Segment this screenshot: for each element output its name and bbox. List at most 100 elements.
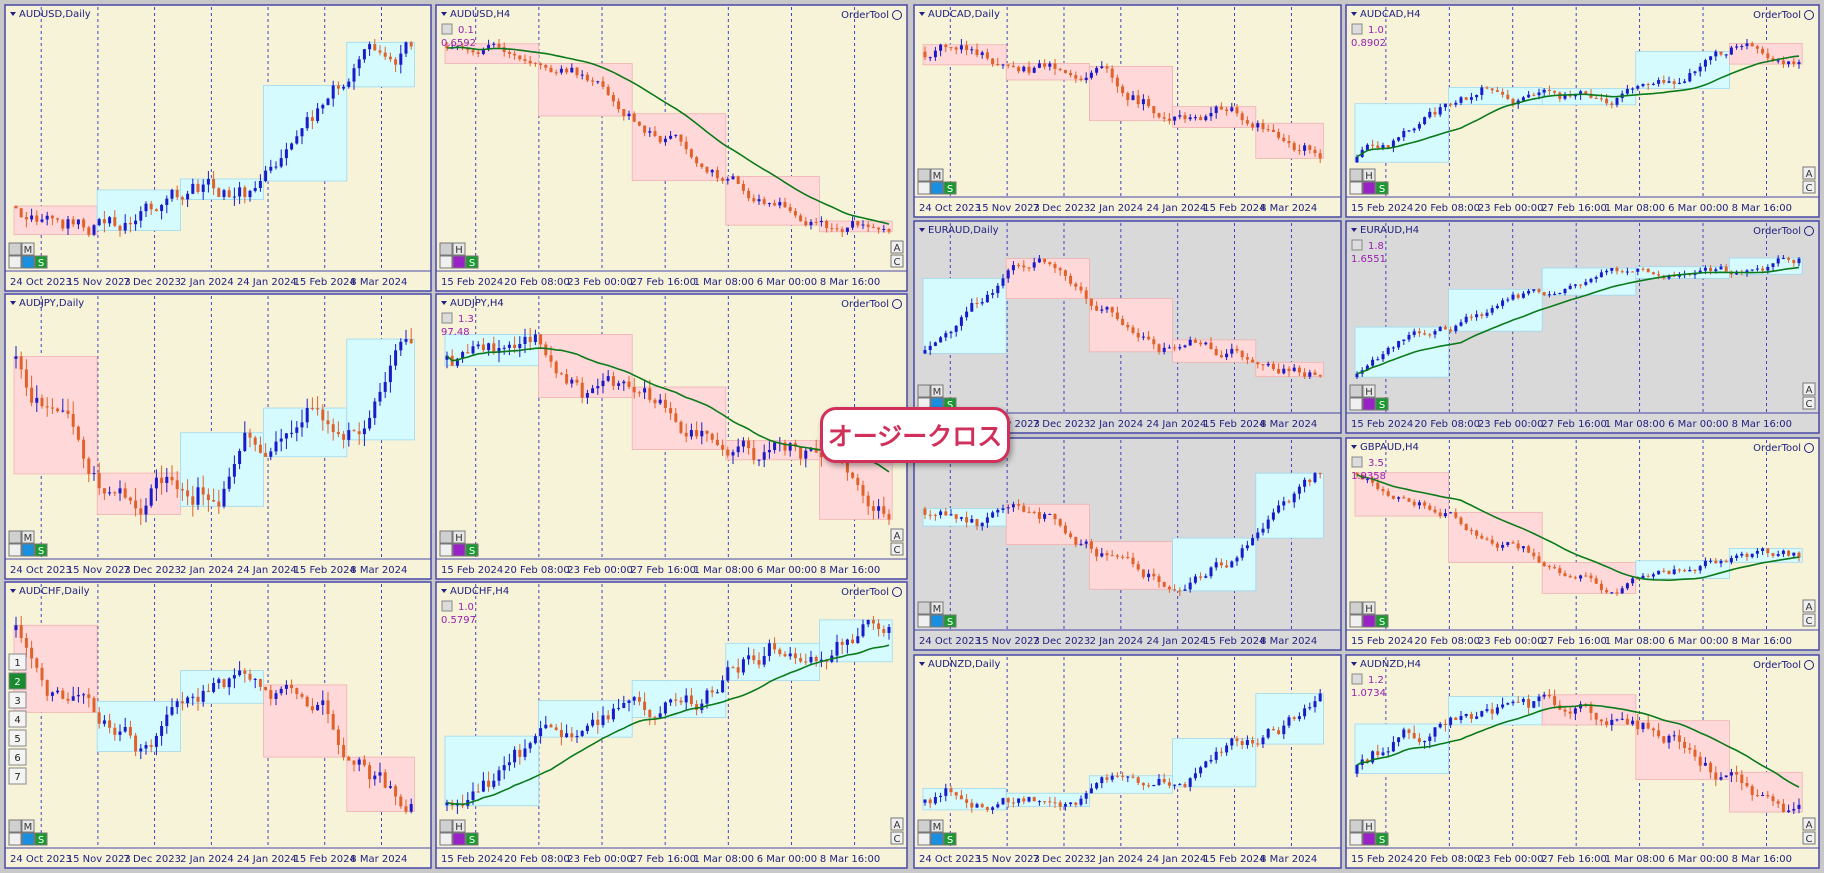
number-button[interactable] [8,710,27,728]
candle-body [1672,735,1676,737]
control-button[interactable] [452,242,466,256]
control-button[interactable] [943,832,957,846]
control-button[interactable] [1802,396,1816,410]
control-button[interactable] [917,168,931,182]
control-button[interactable] [1362,181,1376,195]
control-button[interactable] [890,831,904,845]
control-button[interactable] [1802,831,1816,845]
control-button[interactable] [930,601,944,615]
control-button[interactable] [1362,832,1376,846]
control-button[interactable] [1802,180,1816,194]
x-axis-label: 2 Jan 2024 [180,854,234,865]
control-button[interactable] [452,543,466,557]
control-button[interactable] [1375,614,1389,628]
control-button[interactable] [1349,614,1363,628]
control-button[interactable] [1349,397,1363,411]
control-button[interactable] [1362,819,1376,833]
candle-body [1261,737,1265,745]
control-button[interactable] [21,242,35,256]
control-button[interactable] [890,542,904,556]
number-button[interactable] [8,653,27,671]
candle-body [1006,798,1010,803]
number-button[interactable] [8,729,27,747]
control-button[interactable] [1362,168,1376,182]
control-button[interactable] [1362,397,1376,411]
control-button[interactable] [930,614,944,628]
control-button[interactable] [439,255,453,269]
control-button[interactable] [34,832,48,846]
control-button[interactable] [890,817,904,831]
control-button[interactable] [439,530,453,544]
control-button[interactable] [8,242,22,256]
control-button[interactable] [8,530,22,544]
control-button[interactable] [8,255,22,269]
candle-body [170,476,174,481]
control-button[interactable] [1802,613,1816,627]
control-button[interactable] [917,614,931,628]
control-button[interactable] [1802,166,1816,180]
number-button[interactable] [8,767,27,785]
control-button[interactable] [1349,168,1363,182]
control-button[interactable] [1349,181,1363,195]
control-button[interactable] [21,255,35,269]
control-button[interactable] [930,819,944,833]
control-button[interactable] [917,601,931,615]
control-button[interactable] [21,543,35,557]
control-button[interactable] [1349,832,1363,846]
number-button[interactable] [8,672,27,690]
candle-body [580,731,584,736]
control-button[interactable] [917,832,931,846]
control-button[interactable] [890,240,904,254]
control-button[interactable] [1802,382,1816,396]
candle-body [1282,501,1286,506]
control-button[interactable] [439,242,453,256]
control-button[interactable] [8,832,22,846]
control-button[interactable] [943,614,957,628]
control-button[interactable] [452,530,466,544]
candle-body [674,413,678,422]
control-button[interactable] [1375,397,1389,411]
control-button[interactable] [439,543,453,557]
control-button[interactable] [465,832,479,846]
control-button[interactable] [930,832,944,846]
control-button[interactable] [917,819,931,833]
control-button[interactable] [930,168,944,182]
control-button[interactable] [34,543,48,557]
control-button[interactable] [34,255,48,269]
control-button[interactable] [1362,384,1376,398]
control-button[interactable] [1349,384,1363,398]
candle-body [45,406,49,408]
control-button[interactable] [1375,181,1389,195]
control-button[interactable] [1362,601,1376,615]
control-button[interactable] [439,832,453,846]
control-button[interactable] [465,255,479,269]
control-button[interactable] [1349,819,1363,833]
control-button[interactable] [917,384,931,398]
order-tool-label: OrderTool [1753,226,1801,237]
control-button[interactable] [1362,614,1376,628]
control-button[interactable] [21,819,35,833]
control-button[interactable] [8,819,22,833]
control-button[interactable] [890,254,904,268]
control-button[interactable] [930,384,944,398]
control-button[interactable] [452,832,466,846]
candle-body [1506,542,1510,546]
control-button[interactable] [439,819,453,833]
control-button[interactable] [1349,601,1363,615]
control-button[interactable] [1375,832,1389,846]
control-button[interactable] [21,530,35,544]
control-button[interactable] [890,528,904,542]
number-button[interactable] [8,748,27,766]
control-button[interactable] [917,181,931,195]
control-button[interactable] [1802,599,1816,613]
control-button[interactable] [21,832,35,846]
control-button[interactable] [452,255,466,269]
control-button[interactable] [943,181,957,195]
control-button[interactable] [8,543,22,557]
candle-body [295,688,299,695]
number-button[interactable] [8,691,27,709]
control-button[interactable] [465,543,479,557]
control-button[interactable] [1802,817,1816,831]
control-button[interactable] [930,181,944,195]
control-button[interactable] [452,819,466,833]
